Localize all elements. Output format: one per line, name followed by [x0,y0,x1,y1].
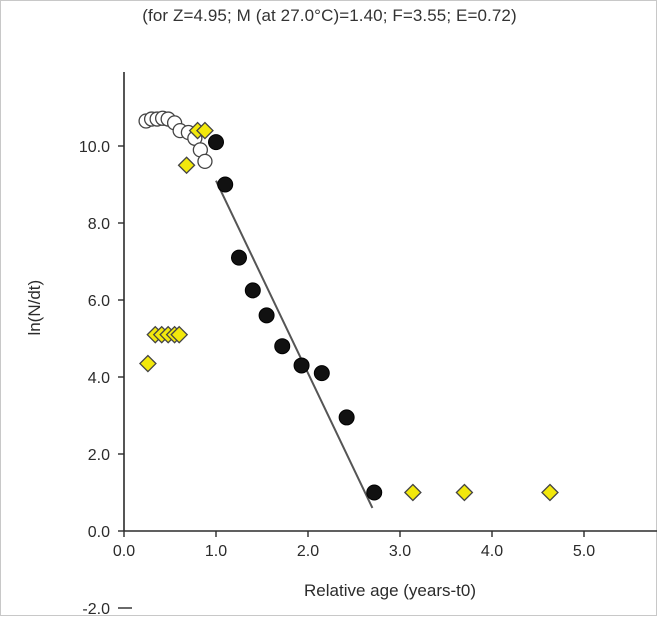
y-tick-label: 2.0 [88,447,110,464]
data-point-black [258,307,275,324]
data-point-yellow [455,483,474,502]
data-point-black [208,134,224,151]
regression-line [215,180,374,509]
y-tick-label: -2.0 [82,601,110,618]
data-point-black [217,176,234,193]
y-tick-label: 0.0 [88,524,110,541]
y-tick-label: 8.0 [88,216,110,233]
y-tick-label: 4.0 [88,370,110,387]
x-tick-label: 4.0 [481,543,503,560]
data-point-yellow [170,325,189,344]
x-tick-label: 0.0 [113,543,135,560]
x-tick-label: 3.0 [389,543,411,560]
chart-subtitle: (for Z=4.95; M (at 27.0°C)=1.40; F=3.55;… [142,6,517,25]
data-point-yellow [177,156,196,175]
data-point-black [274,338,291,355]
data-point-black [313,365,330,382]
y-tick-label: 10.0 [79,139,110,156]
data-point-black [231,249,247,266]
y-tick-label: 6.0 [88,293,110,310]
x-tick-label: 1.0 [205,543,227,560]
data-point-yellow [403,483,422,502]
x-tick-label: 2.0 [297,543,319,560]
x-axis-label: Relative age (years-t0) [304,581,476,600]
data-point-black [338,409,355,426]
data-point-black [244,282,261,299]
data-point-yellow [196,121,214,140]
y-axis-label: ln(N/dt) [25,280,44,336]
x-tick-label: 5.0 [573,543,595,560]
data-point-open [197,153,213,170]
data-point-yellow [541,483,559,502]
data-point-black [293,357,310,374]
data-point-yellow [139,354,157,373]
data-point-black [366,484,383,501]
